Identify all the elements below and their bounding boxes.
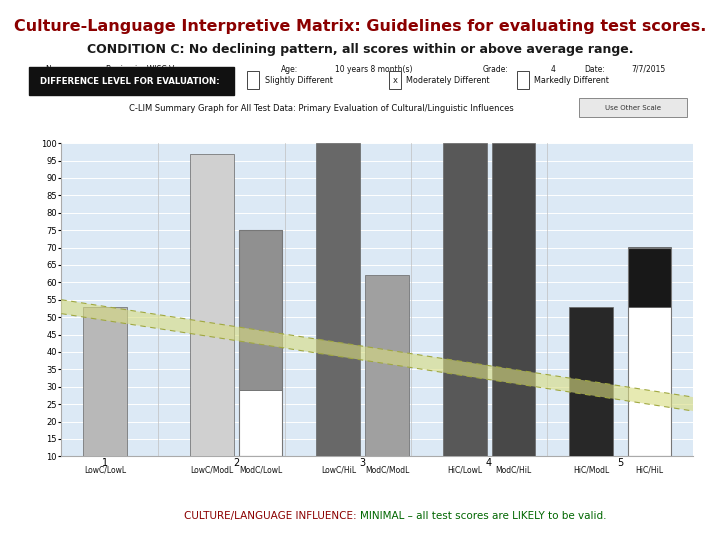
Text: LowC/LowL: LowC/LowL xyxy=(84,465,126,474)
Text: Moderately Different: Moderately Different xyxy=(406,76,490,85)
Bar xyxy=(443,143,487,456)
Bar xyxy=(628,307,672,456)
FancyBboxPatch shape xyxy=(29,67,234,95)
Text: 10 years 8 month(s): 10 years 8 month(s) xyxy=(335,65,413,74)
Text: LowC/ModL: LowC/ModL xyxy=(190,465,233,474)
Text: LowC/HiL: LowC/HiL xyxy=(321,465,356,474)
Text: Culture-Language Interpretive Matrix: Guidelines for evaluating test scores.: Culture-Language Interpretive Matrix: Gu… xyxy=(14,19,706,34)
Bar xyxy=(190,153,234,456)
FancyBboxPatch shape xyxy=(579,98,687,118)
Text: 4: 4 xyxy=(550,65,555,74)
Text: Age:: Age: xyxy=(281,65,298,74)
Bar xyxy=(239,390,282,456)
Text: HiC/HiL: HiC/HiL xyxy=(636,465,664,474)
Bar xyxy=(628,247,672,307)
Bar xyxy=(248,71,259,89)
Bar xyxy=(570,307,613,456)
Text: Name:: Name: xyxy=(45,65,71,74)
Text: CULTURE/LANGUAGE INFLUENCE:: CULTURE/LANGUAGE INFLUENCE: xyxy=(184,511,360,521)
Bar xyxy=(239,230,282,390)
Polygon shape xyxy=(61,300,693,411)
Text: MINIMAL – all test scores are LIKELY to be valid.: MINIMAL – all test scores are LIKELY to … xyxy=(360,511,606,521)
Text: Use Other Scale: Use Other Scale xyxy=(605,105,661,111)
Text: Markedly Different: Markedly Different xyxy=(534,76,609,85)
Text: ModC/HiL: ModC/HiL xyxy=(495,465,531,474)
Text: Grade:: Grade: xyxy=(483,65,509,74)
Text: ModC/LowL: ModC/LowL xyxy=(239,465,282,474)
Text: 7/7/2015: 7/7/2015 xyxy=(631,65,665,74)
Text: CONDITION C: No declining pattern, all scores within or above average range.: CONDITION C: No declining pattern, all s… xyxy=(86,43,634,56)
Bar xyxy=(517,71,528,89)
Text: ModC/ModL: ModC/ModL xyxy=(365,465,409,474)
Bar xyxy=(365,275,409,456)
Text: C-LIM Summary Graph for All Test Data: Primary Evaluation of Cultural/Linguistic: C-LIM Summary Graph for All Test Data: P… xyxy=(129,104,514,113)
Text: HiC/ModL: HiC/ModL xyxy=(573,465,609,474)
Bar xyxy=(492,143,535,456)
Text: DIFFERENCE LEVEL FOR EVALUATION:: DIFFERENCE LEVEL FOR EVALUATION: xyxy=(40,77,220,86)
Bar xyxy=(389,71,401,89)
Bar xyxy=(239,230,282,456)
Text: Slightly Different: Slightly Different xyxy=(265,76,333,85)
Text: x: x xyxy=(392,76,397,85)
Bar xyxy=(83,307,127,456)
Bar xyxy=(628,247,672,456)
Bar xyxy=(317,143,360,456)
Text: HiC/LowL: HiC/LowL xyxy=(447,465,482,474)
Text: Date:: Date: xyxy=(584,65,605,74)
Text: Benjamin  WISC V: Benjamin WISC V xyxy=(106,65,174,74)
